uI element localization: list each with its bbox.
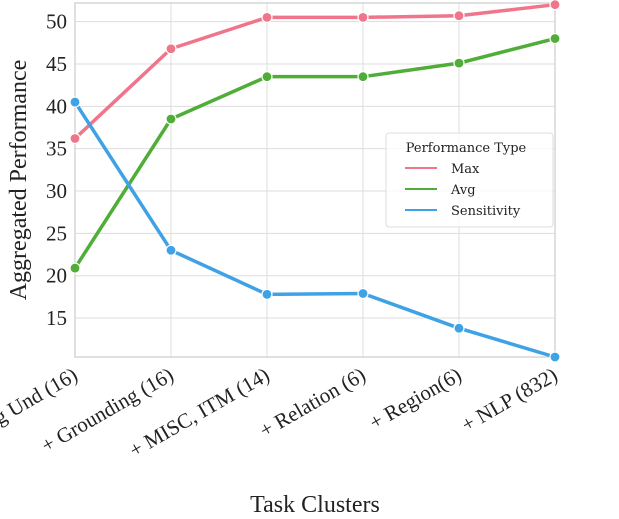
data-point-sensitivity: [69, 96, 81, 108]
y-axis-label: Aggregated Performance: [6, 60, 32, 301]
x-tick-label: + NLP (832): [457, 363, 561, 437]
data-point-avg: [549, 32, 561, 45]
series-line-max: [73, 2, 556, 140]
data-point-max: [69, 132, 81, 145]
data-point-max: [165, 43, 177, 55]
data-point-avg: [261, 71, 273, 83]
data-point-sensitivity: [549, 351, 561, 363]
data-point-avg: [453, 57, 465, 69]
data-point-sensitivity: [357, 287, 369, 300]
data-point-sensitivity: [165, 244, 177, 256]
legend-label: Sensitivity: [451, 204, 521, 219]
y-tick-label: 15: [46, 306, 67, 330]
x-axis-label: Task Clusters: [250, 492, 380, 518]
data-point-max: [453, 10, 465, 22]
y-tick-label: 40: [46, 94, 67, 118]
y-tick-label: 25: [46, 221, 67, 245]
data-point-max: [261, 11, 273, 23]
data-point-sensitivity: [453, 322, 465, 334]
data-point-avg: [69, 262, 81, 274]
x-tick-label: + Relation (6): [255, 363, 369, 443]
y-tick-label: 30: [46, 179, 67, 203]
y-tick-label: 50: [46, 10, 67, 34]
legend-label: Max: [451, 162, 480, 177]
data-point-avg: [165, 113, 177, 125]
legend-title: Performance Type: [406, 141, 527, 156]
series-line-avg: [73, 36, 556, 270]
y-tick-label: 45: [46, 52, 67, 76]
data-point-max: [357, 11, 369, 23]
legend: Performance Type Max Avg Sensitivity: [385, 132, 554, 228]
data-point-avg: [357, 71, 369, 83]
y-tick-label: 20: [46, 264, 67, 288]
x-tick-label: + Region(6): [365, 363, 466, 435]
data-point-max: [549, 0, 561, 11]
series-line-sensitivity: [73, 101, 556, 359]
plot-frame: [74, 2, 556, 358]
data-point-sensitivity: [261, 288, 273, 300]
y-tick-label: 35: [46, 137, 67, 161]
legend-label: Avg: [450, 183, 476, 198]
